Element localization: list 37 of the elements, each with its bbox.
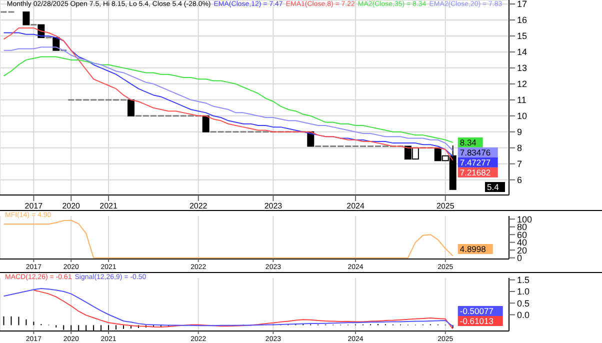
text: 5.4 [487, 182, 500, 192]
x-tick-label: 2023 [264, 202, 283, 211]
y-tick-label: 17 [517, 0, 528, 10]
y-tick-label: 13 [517, 63, 528, 74]
y-tick-label: 80 [517, 222, 528, 232]
x-tick-label: 2025 [436, 202, 455, 211]
data-label: 7.83476 [460, 147, 491, 158]
y-tick-label: 10 [517, 111, 528, 122]
y-tick-label: 14 [517, 47, 528, 58]
y-tick-label: 40 [517, 238, 528, 248]
y-tick-label: 100 [517, 214, 532, 224]
y-tick-label: 11 [517, 95, 526, 106]
y-tick-label: 0.0 [517, 310, 530, 320]
y-tick-label: 12 [517, 79, 528, 90]
y-tick-label: 9 [517, 127, 522, 138]
data-label: 7.47277 [460, 157, 491, 168]
data-label: 4.8998 [460, 244, 486, 254]
y-tick-label: 7 [517, 159, 522, 170]
x-tick-label: 2024 [346, 202, 365, 211]
y-tick-label: 1.0 [517, 286, 530, 297]
data-label: -0.50077 [460, 306, 494, 316]
x-tick-label: 2022 [189, 202, 208, 211]
y-tick-label: 8 [517, 143, 522, 154]
data-label: 8.34 [460, 137, 477, 148]
x-tick-label: 2021 [100, 202, 118, 211]
x-tick-label: 2020 [62, 202, 81, 211]
x-tick-label: 2017 [24, 202, 44, 211]
y-tick-label: 0.5 [517, 298, 530, 308]
y-tick-label: 20 [517, 245, 528, 256]
y-tick-label: 6 [517, 175, 522, 186]
y-tick-label: 0 [517, 253, 522, 264]
data-label: 7.21682 [460, 167, 491, 178]
y-tick-label: 60 [517, 230, 528, 240]
y-tick-label: 15 [517, 31, 528, 42]
data-label: -0.61013 [460, 316, 494, 326]
y-tick-label: 16 [517, 15, 528, 26]
y-tick-label: 1.5 [517, 275, 530, 286]
